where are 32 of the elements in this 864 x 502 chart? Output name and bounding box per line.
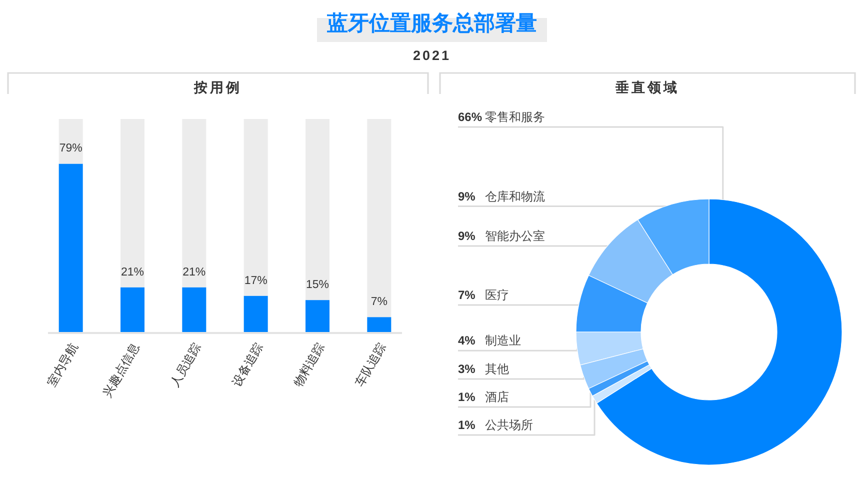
data-label: 17%	[244, 274, 268, 287]
data-label: 1%	[458, 418, 476, 432]
chart-title: 垂直领域	[614, 80, 680, 95]
x-tick-label: 设备追踪	[229, 340, 266, 390]
x-tick-label: 物料追踪	[290, 340, 328, 390]
slice-label: 公共场所	[485, 418, 533, 432]
slice-label: 零售和服务	[485, 110, 545, 124]
x-tick-label: 兴趣点信息	[100, 340, 142, 400]
x-tick-label: 室内导航	[44, 340, 80, 390]
data-label: 66%	[458, 110, 482, 124]
data-label: 21%	[120, 266, 144, 278]
x-tick-label: 人员追踪	[168, 340, 204, 390]
text: 蓝牙位置服务总部署量	[326, 11, 537, 35]
slice-label: 制造业	[485, 334, 521, 348]
chart-title: 按用例	[193, 80, 242, 95]
data-label: 9%	[458, 189, 476, 204]
slice-label: 智能办公室	[485, 229, 545, 244]
text: 2021	[412, 48, 452, 63]
slice-label: 酒店	[485, 390, 509, 404]
slice-label: 仓库和物流	[485, 189, 545, 204]
data-label: 3%	[458, 362, 476, 376]
data-label: 7%	[370, 296, 388, 308]
data-label: 79%	[59, 142, 82, 155]
slice-label: 其他	[485, 362, 509, 376]
data-label: 9%	[458, 229, 476, 244]
data-label: 1%	[458, 390, 476, 404]
data-label: 7%	[458, 288, 476, 302]
x-tick-label: 车队追踪	[352, 340, 389, 390]
data-label: 21%	[182, 266, 206, 278]
slice-label: 医疗	[485, 288, 509, 302]
data-label: 4%	[458, 334, 476, 348]
data-label: 15%	[306, 279, 330, 292]
